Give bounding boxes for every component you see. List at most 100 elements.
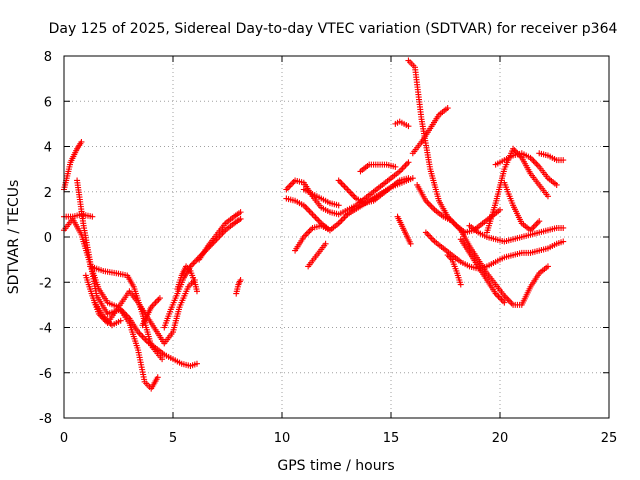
series-arc-24 bbox=[409, 105, 451, 157]
data-point bbox=[154, 298, 161, 305]
data-point bbox=[193, 288, 200, 295]
data-point bbox=[560, 157, 567, 164]
data-point bbox=[427, 202, 434, 209]
series-arc-9 bbox=[161, 215, 244, 331]
grid-lines bbox=[64, 56, 609, 418]
data-point bbox=[142, 336, 149, 343]
data-point bbox=[560, 224, 567, 231]
series-arc-20 bbox=[357, 161, 399, 175]
data-point bbox=[194, 255, 201, 262]
series-arc-30 bbox=[492, 150, 560, 188]
y-tick-label: 6 bbox=[44, 95, 52, 110]
data-point bbox=[340, 215, 347, 222]
data-point bbox=[337, 218, 344, 225]
series-arc-25 bbox=[414, 181, 551, 308]
data-point bbox=[536, 218, 543, 225]
data-point bbox=[136, 330, 143, 337]
data-point bbox=[303, 230, 310, 237]
data-point bbox=[284, 184, 291, 191]
data-point bbox=[89, 213, 96, 220]
y-tick-label: -4 bbox=[39, 322, 52, 337]
series-arc-1 bbox=[61, 138, 85, 193]
data-point bbox=[401, 163, 408, 170]
data-point bbox=[316, 218, 323, 225]
data-point bbox=[531, 222, 538, 229]
series-arc-33 bbox=[444, 252, 464, 288]
data-point bbox=[444, 105, 451, 112]
data-point bbox=[338, 180, 345, 187]
data-point bbox=[553, 181, 560, 188]
data-point bbox=[508, 300, 515, 307]
series-arc-13 bbox=[283, 159, 412, 218]
series-arc-7 bbox=[91, 299, 124, 329]
series-arc-28 bbox=[466, 222, 567, 245]
data-point bbox=[310, 212, 317, 219]
data-point bbox=[528, 225, 535, 232]
data-point bbox=[152, 299, 159, 306]
data-point bbox=[322, 240, 329, 247]
data-point bbox=[290, 178, 297, 185]
data-point bbox=[405, 159, 412, 166]
data-point bbox=[326, 227, 333, 234]
series-arc-22 bbox=[394, 213, 414, 247]
data-point bbox=[236, 278, 243, 285]
data-point bbox=[308, 209, 315, 216]
x-axis-label: GPS time / hours bbox=[277, 458, 394, 474]
series-arc-12 bbox=[233, 276, 244, 297]
data-point bbox=[337, 178, 344, 185]
data-point bbox=[342, 184, 349, 191]
x-tick-label: 15 bbox=[383, 431, 400, 446]
data-point bbox=[451, 221, 458, 228]
x-tick-label: 10 bbox=[274, 431, 291, 446]
data-point bbox=[428, 235, 435, 242]
chart-title: Day 125 of 2025, Sidereal Day-to-day VTE… bbox=[49, 21, 618, 37]
data-point bbox=[335, 202, 342, 209]
data-point bbox=[531, 159, 538, 166]
data-point bbox=[424, 230, 431, 237]
data-point bbox=[402, 162, 409, 169]
data-point bbox=[345, 187, 352, 194]
data-point bbox=[348, 191, 355, 198]
data-point bbox=[305, 229, 312, 236]
data-point bbox=[341, 183, 348, 190]
data-point bbox=[494, 292, 501, 299]
data-point bbox=[422, 229, 429, 236]
series-arc-29 bbox=[483, 145, 551, 236]
series-arc-15 bbox=[292, 222, 333, 254]
data-point bbox=[78, 138, 85, 145]
data-point bbox=[335, 177, 342, 184]
x-tick-label: 5 bbox=[169, 431, 177, 446]
data-point bbox=[286, 183, 293, 190]
series-arc-26 bbox=[422, 229, 567, 272]
data-point bbox=[236, 280, 243, 287]
data-point bbox=[425, 232, 432, 239]
y-tick-label: -2 bbox=[39, 276, 52, 291]
data-point bbox=[530, 157, 537, 164]
data-point bbox=[155, 296, 162, 303]
data-point bbox=[344, 186, 351, 193]
y-tick-label: 0 bbox=[44, 231, 52, 246]
data-point bbox=[507, 298, 514, 305]
series-arc-8 bbox=[139, 295, 163, 329]
data-point bbox=[560, 238, 567, 245]
data-point bbox=[430, 237, 437, 244]
y-tick-label: 4 bbox=[44, 141, 52, 156]
data-point bbox=[430, 205, 437, 212]
series-arc-21 bbox=[392, 118, 412, 130]
data-point bbox=[154, 374, 161, 381]
data-point bbox=[405, 123, 412, 130]
y-tick-label: -6 bbox=[39, 367, 52, 382]
data-point bbox=[338, 217, 345, 224]
data-points bbox=[61, 57, 567, 392]
data-point bbox=[159, 356, 166, 363]
data-point bbox=[306, 227, 313, 234]
axis-ticks: 0 5 10 15 20 25 -8 -6 -4 -2 0 2 4 6 8 bbox=[39, 50, 617, 446]
data-point bbox=[544, 193, 551, 200]
series-arc-19 bbox=[344, 175, 416, 218]
data-point bbox=[237, 209, 244, 216]
series-arc-32 bbox=[536, 150, 567, 164]
data-point bbox=[446, 253, 453, 260]
y-axis-label: SDTVAR / TECUs bbox=[6, 180, 22, 295]
data-point bbox=[156, 295, 163, 302]
data-point bbox=[193, 257, 200, 264]
